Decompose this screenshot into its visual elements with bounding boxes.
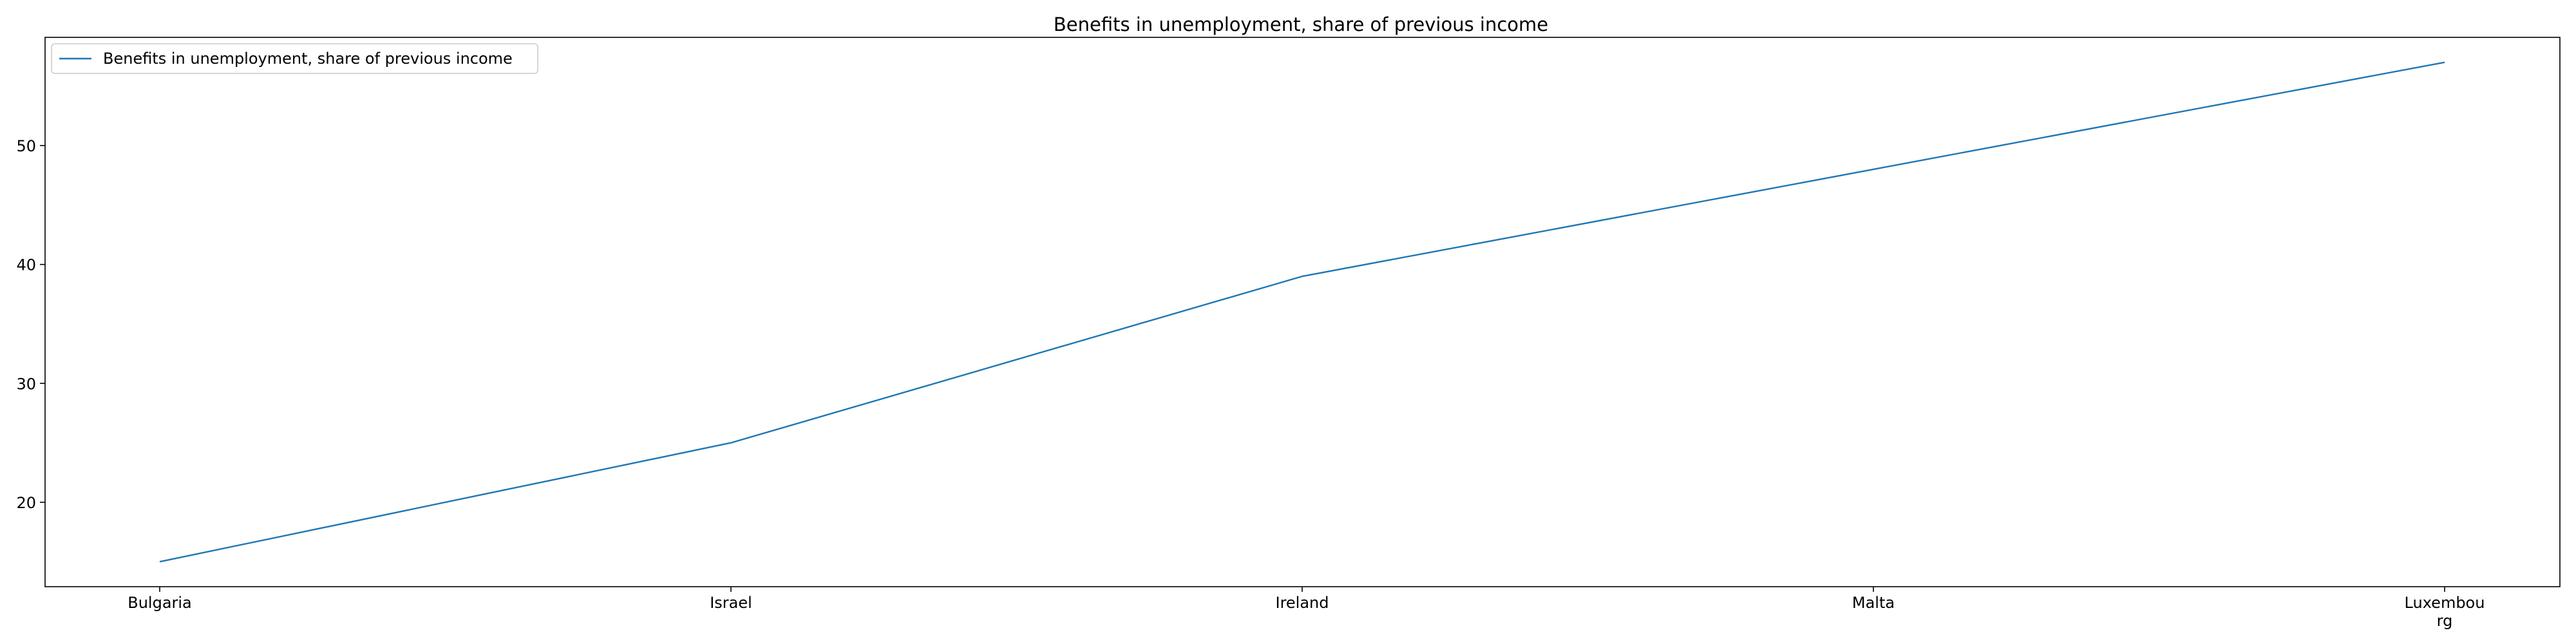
x-tick-label: Bulgaria — [128, 594, 192, 612]
y-tick-label: 50 — [16, 137, 36, 155]
data-point — [2443, 61, 2447, 64]
series-line — [160, 62, 2445, 562]
x-tick-label: Israel — [710, 594, 752, 612]
x-tick-label: Luxembou — [2405, 594, 2485, 612]
y-tick-label: 20 — [16, 494, 36, 512]
x-tick-label: rg — [2437, 612, 2453, 630]
y-tick-label: 40 — [16, 256, 36, 274]
plot-area-frame — [45, 37, 2560, 587]
y-tick-label: 30 — [16, 375, 36, 393]
series-layer — [158, 61, 2447, 564]
chart-title: Benefits in unemployment, share of previ… — [1054, 14, 1548, 35]
x-tick-label: Ireland — [1275, 594, 1329, 612]
data-point — [729, 441, 733, 445]
x-tick-label: Malta — [1852, 594, 1895, 612]
legend: Benefits in unemployment, share of previ… — [52, 44, 538, 73]
legend-label: Benefits in unemployment, share of previ… — [103, 50, 513, 68]
data-point — [1871, 167, 1875, 171]
data-point — [158, 560, 162, 564]
data-point — [1300, 274, 1304, 278]
y-axis: 20 30 40 50 — [16, 137, 45, 512]
